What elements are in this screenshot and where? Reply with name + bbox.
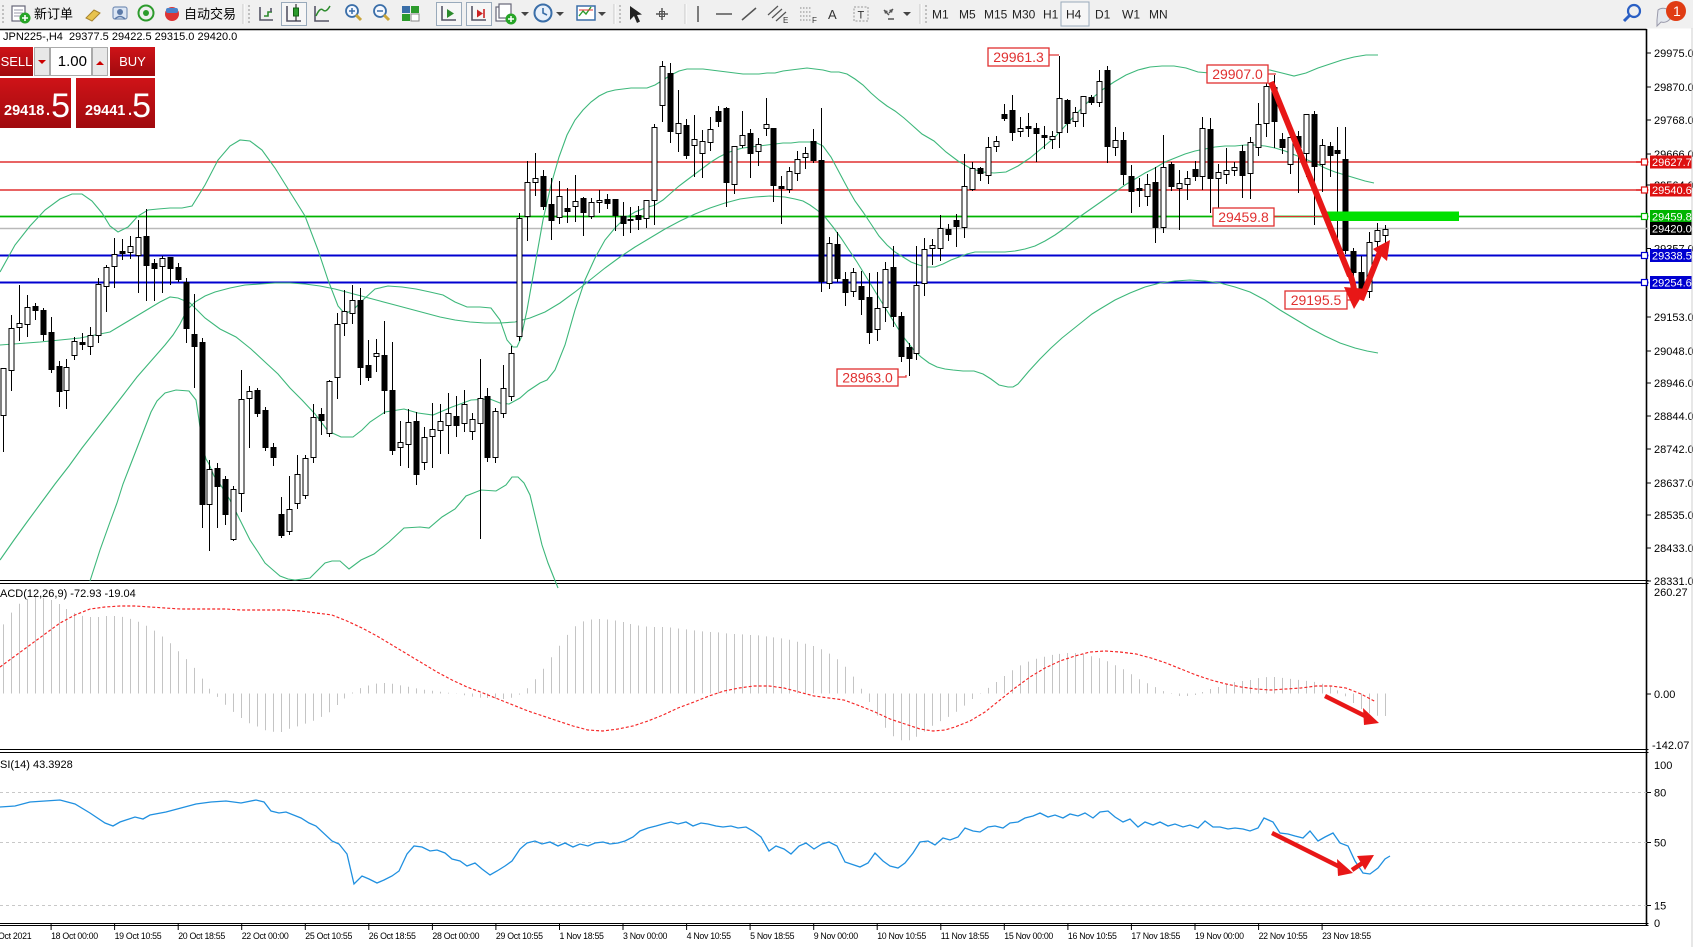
svg-text:28433.0: 28433.0 bbox=[1654, 543, 1693, 555]
svg-text:50: 50 bbox=[1654, 837, 1666, 849]
svg-text:M15: M15 bbox=[984, 8, 1008, 22]
svg-text:T: T bbox=[858, 10, 865, 22]
svg-text:1 Nov 18:55: 1 Nov 18:55 bbox=[560, 931, 605, 941]
svg-text:M30: M30 bbox=[1012, 8, 1036, 22]
svg-text:28844.0: 28844.0 bbox=[1654, 411, 1693, 423]
svg-text:28946.0: 28946.0 bbox=[1654, 378, 1693, 390]
svg-text:28742.0: 28742.0 bbox=[1654, 444, 1693, 456]
svg-text:3 Nov 00:00: 3 Nov 00:00 bbox=[623, 931, 668, 941]
svg-text:4 Nov 10:55: 4 Nov 10:55 bbox=[687, 931, 732, 941]
svg-text:20 Oct 18:55: 20 Oct 18:55 bbox=[178, 931, 225, 941]
svg-text:SI(14) 43.3928: SI(14) 43.3928 bbox=[0, 759, 73, 771]
svg-text:29975.0: 29975.0 bbox=[1654, 48, 1693, 60]
svg-text:ACD(12,26,9) -72.93 -19.04: ACD(12,26,9) -72.93 -19.04 bbox=[0, 588, 136, 600]
svg-text:11 Nov 18:55: 11 Nov 18:55 bbox=[941, 931, 989, 941]
svg-text:F: F bbox=[812, 16, 817, 25]
svg-text:5 Nov 18:55: 5 Nov 18:55 bbox=[750, 931, 795, 941]
svg-text:29540.6: 29540.6 bbox=[1652, 185, 1692, 197]
svg-text:MN: MN bbox=[1149, 8, 1168, 22]
svg-text:-142.07: -142.07 bbox=[1652, 740, 1689, 752]
svg-text:自动交易: 自动交易 bbox=[184, 7, 236, 22]
svg-text:26 Oct 18:55: 26 Oct 18:55 bbox=[369, 931, 416, 941]
svg-text:28535.0: 28535.0 bbox=[1654, 510, 1693, 522]
svg-text:16 Nov 10:55: 16 Nov 10:55 bbox=[1068, 931, 1117, 941]
svg-text:29907.0: 29907.0 bbox=[1212, 66, 1263, 82]
svg-text:0.00: 0.00 bbox=[1654, 689, 1675, 701]
svg-text:1: 1 bbox=[1673, 3, 1681, 19]
svg-text:29195.5: 29195.5 bbox=[1291, 292, 1342, 308]
svg-text:28331.0: 28331.0 bbox=[1654, 576, 1693, 588]
svg-text:E: E bbox=[783, 16, 788, 25]
svg-text:M1: M1 bbox=[932, 8, 949, 22]
svg-text:17 Nov 18:55: 17 Nov 18:55 bbox=[1131, 931, 1180, 941]
svg-text:29338.5: 29338.5 bbox=[1652, 251, 1692, 263]
svg-text:28 Oct 00:00: 28 Oct 00:00 bbox=[432, 931, 479, 941]
svg-text:22 Nov 10:55: 22 Nov 10:55 bbox=[1259, 931, 1308, 941]
svg-text:23 Nov 18:55: 23 Nov 18:55 bbox=[1322, 931, 1371, 941]
svg-text:29254.6: 29254.6 bbox=[1652, 278, 1692, 290]
svg-text:W1: W1 bbox=[1122, 8, 1140, 22]
svg-text:22 Oct 00:00: 22 Oct 00:00 bbox=[242, 931, 289, 941]
svg-text:M5: M5 bbox=[959, 8, 976, 22]
svg-text:25 Oct 10:55: 25 Oct 10:55 bbox=[305, 931, 352, 941]
svg-text:19 Oct 10:55: 19 Oct 10:55 bbox=[115, 931, 162, 941]
svg-text:0: 0 bbox=[1654, 918, 1660, 930]
svg-text:100: 100 bbox=[1654, 760, 1672, 772]
svg-text:29961.3: 29961.3 bbox=[993, 49, 1044, 65]
svg-text:H4: H4 bbox=[1066, 8, 1082, 22]
svg-text:18 Oct 00:00: 18 Oct 00:00 bbox=[51, 931, 98, 941]
svg-text:80: 80 bbox=[1654, 787, 1666, 799]
svg-text:19 Nov 00:00: 19 Nov 00:00 bbox=[1195, 931, 1244, 941]
svg-text:新订单: 新订单 bbox=[34, 7, 73, 22]
svg-text:A: A bbox=[828, 7, 837, 22]
svg-text:28637.0: 28637.0 bbox=[1654, 478, 1693, 490]
svg-text:10 Nov 10:55: 10 Nov 10:55 bbox=[877, 931, 926, 941]
svg-text:29768.0: 29768.0 bbox=[1654, 115, 1693, 127]
svg-text:29 Oct 10:55: 29 Oct 10:55 bbox=[496, 931, 543, 941]
svg-text:15 Nov 00:00: 15 Nov 00:00 bbox=[1004, 931, 1053, 941]
svg-text:29627.7: 29627.7 bbox=[1652, 157, 1692, 169]
svg-text:D1: D1 bbox=[1095, 8, 1111, 22]
svg-text:29420.0: 29420.0 bbox=[1652, 224, 1692, 236]
svg-text:H1: H1 bbox=[1043, 8, 1059, 22]
svg-text:260.27: 260.27 bbox=[1654, 587, 1688, 599]
svg-text:29459.8: 29459.8 bbox=[1218, 209, 1269, 225]
svg-text:28963.0: 28963.0 bbox=[842, 370, 893, 386]
svg-text:Oct 2021: Oct 2021 bbox=[0, 931, 32, 941]
svg-text:9 Nov 00:00: 9 Nov 00:00 bbox=[814, 931, 859, 941]
svg-text:29153.0: 29153.0 bbox=[1654, 312, 1693, 324]
svg-text:29459.8: 29459.8 bbox=[1652, 212, 1692, 224]
svg-text:29870.0: 29870.0 bbox=[1654, 82, 1693, 94]
svg-text:15: 15 bbox=[1654, 900, 1666, 912]
svg-text:29048.0: 29048.0 bbox=[1654, 346, 1693, 358]
